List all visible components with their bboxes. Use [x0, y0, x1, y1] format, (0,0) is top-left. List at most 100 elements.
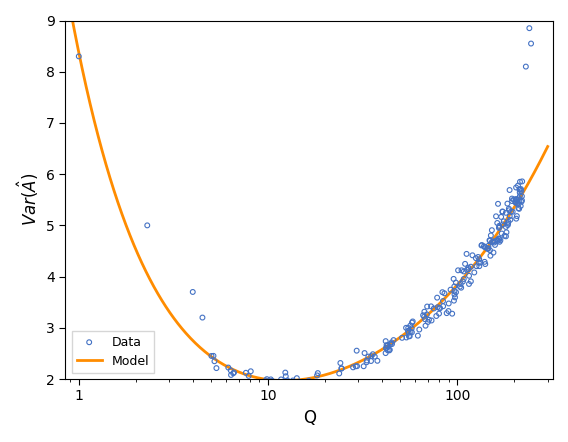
- Data: [262, 376, 272, 383]
- Model: [190, 338, 197, 343]
- Data: [449, 297, 458, 304]
- Data: [435, 310, 444, 317]
- Data: [268, 377, 277, 385]
- Data: [480, 258, 489, 265]
- Data: [498, 208, 507, 215]
- Data: [382, 345, 391, 352]
- Data: [427, 303, 436, 310]
- Data: [491, 213, 500, 220]
- Data: [483, 245, 492, 252]
- Data: [74, 53, 83, 60]
- Data: [244, 372, 253, 379]
- Data: [143, 222, 152, 229]
- Data: [474, 259, 483, 266]
- Data: [442, 309, 451, 316]
- Data: [420, 308, 429, 315]
- Data: [503, 221, 512, 229]
- Data: [515, 189, 524, 196]
- Data: [507, 208, 516, 215]
- Data: [502, 229, 511, 236]
- Data: [227, 371, 236, 378]
- Data: [475, 256, 484, 263]
- Data: [470, 269, 479, 276]
- Data: [291, 381, 300, 388]
- Data: [448, 310, 457, 317]
- Data: [476, 259, 485, 266]
- Data: [488, 238, 498, 245]
- Data: [517, 178, 527, 185]
- Data: [373, 357, 382, 364]
- Data: [459, 275, 468, 282]
- Data: [265, 377, 274, 385]
- Data: [446, 286, 455, 293]
- Data: [389, 336, 398, 343]
- Data: [512, 184, 521, 191]
- Data: [511, 199, 520, 206]
- Data: [335, 370, 344, 377]
- Data: [188, 289, 197, 296]
- Data: [489, 249, 498, 256]
- Data: [486, 247, 495, 254]
- Data: [457, 267, 466, 274]
- Data: [423, 318, 432, 325]
- Data: [490, 238, 499, 245]
- Data: [293, 375, 302, 382]
- Data: [513, 200, 522, 207]
- Data: [506, 216, 515, 223]
- Data: [493, 236, 502, 244]
- Data: [517, 198, 526, 205]
- Data: [514, 195, 523, 202]
- Data: [281, 369, 290, 376]
- Data: [402, 324, 411, 332]
- Data: [381, 350, 390, 357]
- Data: [386, 340, 395, 347]
- Data: [509, 196, 518, 203]
- Data: [497, 230, 506, 237]
- Data: [212, 365, 221, 372]
- Data: [450, 283, 459, 290]
- Data: [406, 328, 415, 335]
- Data: [382, 343, 391, 350]
- Data: [266, 376, 275, 383]
- Data: [398, 334, 407, 341]
- Data: [433, 304, 442, 311]
- Data: [433, 294, 442, 301]
- Data: [456, 280, 465, 287]
- Data: [226, 367, 235, 374]
- Data: [382, 344, 391, 351]
- Data: [487, 239, 496, 246]
- Data: [474, 253, 483, 260]
- Data: [515, 192, 524, 199]
- Data: [486, 232, 495, 239]
- Data: [313, 370, 322, 377]
- Model: [386, 342, 393, 347]
- Data: [406, 322, 415, 329]
- Data: [483, 245, 492, 252]
- Data: [494, 235, 503, 242]
- Data: [507, 198, 516, 205]
- Data: [404, 333, 414, 340]
- Model: [281, 378, 288, 383]
- Data: [505, 187, 514, 194]
- Data: [261, 377, 270, 384]
- Data: [479, 243, 488, 250]
- Data: [486, 252, 495, 259]
- Data: [515, 178, 524, 185]
- Data: [198, 314, 207, 321]
- Data: [508, 208, 517, 215]
- Data: [504, 220, 513, 227]
- Data: [420, 316, 429, 323]
- Data: [495, 236, 504, 243]
- Data: [407, 325, 416, 332]
- Data: [362, 359, 371, 366]
- Data: [484, 242, 493, 249]
- Data: [312, 372, 321, 379]
- Data: [385, 347, 394, 354]
- Data: [459, 268, 468, 275]
- Data: [465, 280, 474, 287]
- Data: [484, 245, 493, 252]
- Data: [381, 338, 390, 345]
- Data: [494, 237, 503, 244]
- Data: [512, 197, 521, 204]
- Data: [477, 242, 486, 249]
